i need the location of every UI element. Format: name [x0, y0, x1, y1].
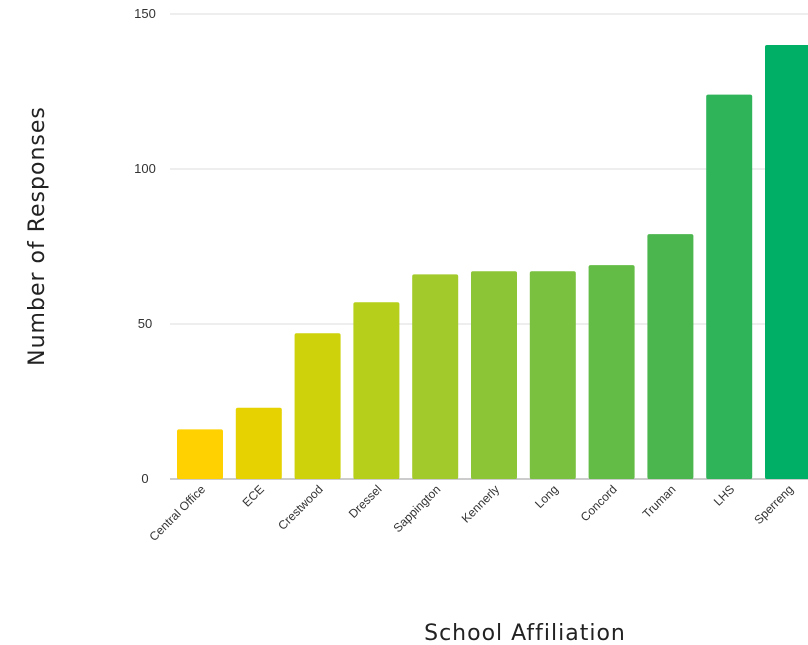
bar-kennerly — [471, 271, 517, 479]
x-tick-label: Central Office — [146, 482, 208, 544]
x-tick-label: Dressel — [346, 482, 385, 521]
bar-sperreng — [765, 45, 808, 479]
y-axis-ticks: 0 50 100 150 — [134, 6, 156, 486]
bar-lhs — [706, 94, 753, 479]
y-tick-label: 150 — [134, 6, 156, 21]
bar-truman — [647, 234, 694, 479]
x-tick-label: Kennerly — [459, 482, 502, 525]
bar-sappington — [412, 274, 459, 479]
x-tick-label: ECE — [240, 482, 267, 509]
x-tick-label: Truman — [640, 482, 679, 521]
bar-ece — [235, 407, 282, 479]
x-axis-ticks: Central Office ECE Crestwood Dressel Sapping… — [146, 482, 796, 544]
x-axis-title: School Affiliation — [424, 621, 626, 645]
x-tick-label: Sperreng — [751, 482, 796, 527]
x-tick-label: Concord — [578, 482, 620, 524]
bar-concord — [588, 265, 635, 479]
bar-dressel — [353, 302, 400, 479]
bars — [177, 45, 808, 479]
x-tick-label: Crestwood — [275, 482, 325, 532]
y-tick-label: 0 — [141, 471, 148, 486]
y-tick-label: 100 — [134, 161, 156, 176]
bar-crestwood — [294, 333, 341, 479]
x-tick-label: Long — [532, 482, 561, 511]
bar-long — [529, 271, 576, 479]
y-axis-title: Number of Responses — [25, 106, 50, 366]
bar-central-office — [177, 429, 223, 479]
y-tick-label: 50 — [138, 316, 152, 331]
x-tick-label: LHS — [711, 482, 737, 508]
x-tick-label: Sappington — [390, 482, 443, 535]
